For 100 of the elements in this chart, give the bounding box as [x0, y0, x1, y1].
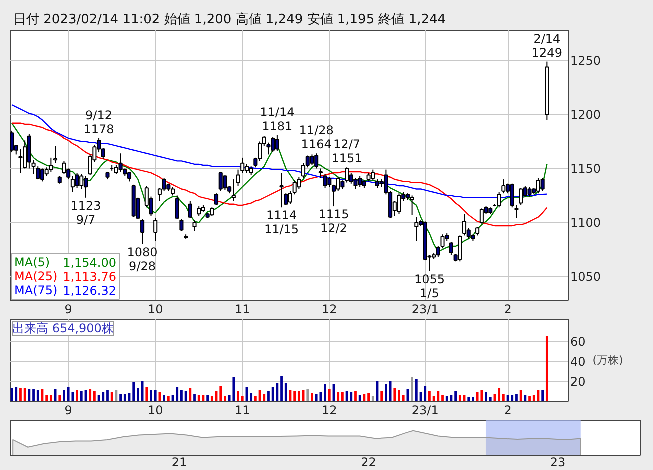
x-tick-label: 2 [504, 302, 512, 316]
y-tick-label: 20 [570, 375, 586, 389]
candlestick [275, 134, 280, 152]
bar [428, 392, 431, 402]
bar [110, 392, 114, 402]
y-tick-label: 1050 [570, 270, 602, 284]
bar [89, 390, 92, 402]
bar [263, 394, 266, 402]
candlestick [449, 242, 454, 256]
candlestick [414, 216, 419, 242]
bar [254, 396, 257, 402]
bar [328, 390, 331, 402]
annotation: 1080 9/28 [127, 245, 158, 274]
candlestick [175, 195, 180, 220]
bar [180, 390, 183, 402]
y-tick-label: 1150 [570, 162, 602, 176]
bar [354, 392, 357, 402]
bar [154, 390, 157, 402]
bar [50, 396, 52, 402]
x-tick-label: 2 [504, 404, 512, 418]
candlestick [84, 176, 88, 198]
candlestick [192, 220, 197, 232]
candlestick [49, 157, 54, 172]
annotation: 2/14 1249 [532, 32, 562, 60]
candlestick [510, 183, 514, 208]
x-tick-label: 9 [64, 302, 72, 316]
candlestick [140, 219, 145, 245]
bar [294, 392, 296, 402]
bar [306, 390, 310, 402]
x-tick-label: 23/1 [412, 404, 439, 418]
bar [120, 394, 122, 402]
candlestick [223, 174, 228, 191]
annotation: 1055 1/5 [414, 272, 445, 300]
candlestick [80, 174, 84, 190]
candlestick [458, 235, 462, 262]
x-tick-label: 10 [148, 404, 164, 418]
y-tick-label: 40 [570, 355, 586, 369]
candlestick [514, 204, 519, 219]
candlestick [127, 171, 132, 182]
candlestick [519, 188, 524, 206]
candlestick [218, 171, 223, 192]
candlestick [540, 178, 545, 192]
candlestick [371, 169, 376, 182]
annotation: 1114 11/15 [264, 208, 300, 237]
bar [520, 390, 522, 402]
x-tick-label: 23/1 [412, 302, 439, 316]
bar [284, 384, 288, 402]
y-tick-label: 1100 [570, 216, 602, 230]
bar [46, 396, 48, 402]
candlestick [154, 218, 158, 242]
bar [454, 392, 458, 402]
candlestick [288, 190, 292, 205]
bar [532, 396, 536, 402]
bar [280, 376, 283, 402]
candlestick [75, 172, 80, 189]
bar [480, 390, 484, 402]
bar [337, 392, 340, 402]
bar [184, 392, 188, 402]
bar [350, 392, 353, 402]
bar [516, 394, 518, 402]
candlestick [345, 167, 350, 184]
bar [341, 392, 344, 402]
bar [67, 388, 70, 402]
candlestick [336, 176, 340, 192]
bar [150, 390, 152, 402]
candlestick [54, 146, 58, 164]
candlestick [197, 206, 202, 217]
x-tick-label: 12 [322, 302, 338, 316]
bar [194, 394, 196, 402]
annotation: 9/12 1178 [84, 108, 114, 136]
bar [424, 386, 427, 402]
bar [241, 396, 244, 402]
bar [167, 396, 170, 402]
annotation: 1115 12/2 [318, 208, 350, 236]
bar [489, 398, 492, 402]
bar [485, 392, 488, 402]
bar [176, 388, 179, 402]
bar [20, 388, 22, 402]
bar [524, 396, 527, 402]
bar [458, 396, 462, 402]
candlestick [32, 160, 36, 175]
bar [311, 394, 314, 402]
candlestick [323, 174, 328, 189]
chart-title: 出来高 654,900株 [12, 322, 114, 336]
bar [385, 384, 388, 402]
bar [146, 388, 148, 402]
bar [398, 390, 400, 402]
bar [93, 392, 96, 402]
bar [415, 380, 418, 402]
bar [210, 396, 214, 402]
candlestick [118, 153, 123, 172]
candlestick [292, 180, 297, 196]
bar [63, 390, 66, 402]
bar [472, 398, 474, 402]
candlestick [318, 168, 323, 179]
bar [358, 396, 362, 402]
bar [272, 388, 274, 402]
bar [137, 388, 140, 402]
bar [511, 396, 514, 402]
bar [15, 388, 18, 402]
